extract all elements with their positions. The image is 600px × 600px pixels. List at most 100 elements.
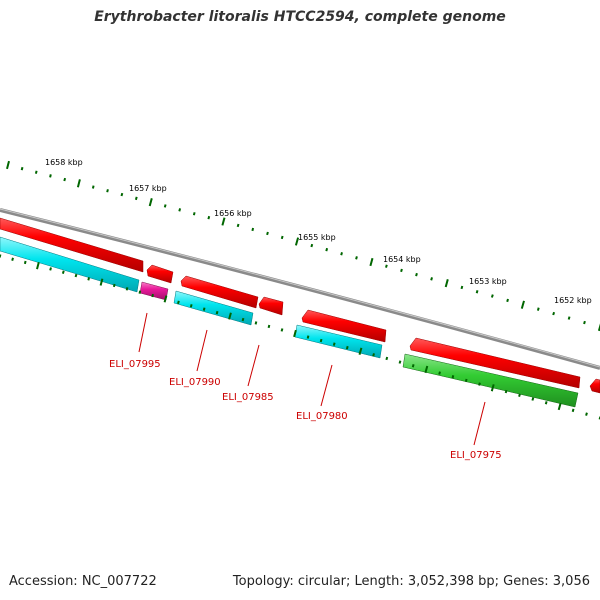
inner-tick — [372, 353, 375, 357]
cds-forward-6 — [409, 337, 581, 389]
scale-label-1656: 1656 kbp — [214, 209, 252, 218]
inner-tick — [518, 393, 521, 397]
scale-tick — [20, 166, 24, 171]
cds-reverse-3 — [173, 290, 254, 326]
genome-summary: Topology: circular; Length: 3,052,398 bp… — [232, 574, 590, 589]
scale-label-1654: 1654 kbp — [383, 255, 421, 264]
cds-forward-4 — [258, 296, 284, 316]
inner-tick — [74, 273, 78, 278]
scale-label-1657: 1657 kbp — [129, 184, 167, 193]
inner-tick — [478, 382, 481, 386]
inner-tick — [424, 365, 429, 374]
inner-tick — [385, 356, 389, 361]
leader-line-eli-07985 — [247, 344, 260, 387]
inner-tick — [163, 295, 168, 303]
inner-tick — [332, 342, 336, 346]
scale-tick — [148, 198, 153, 207]
scale-tick — [251, 227, 255, 232]
inner-tick — [490, 384, 495, 392]
scale-tick — [76, 179, 81, 188]
leader-line-eli-07995 — [138, 312, 148, 353]
inner-tick — [138, 290, 142, 294]
scale-tick — [583, 320, 586, 325]
scale-tick — [63, 177, 67, 182]
scale-tick — [134, 196, 138, 201]
cds-forward-2 — [146, 264, 174, 284]
inner-tick — [319, 338, 323, 343]
scale-tick — [6, 160, 10, 170]
locus-tag-eli-07995[interactable]: ELI_07995 — [109, 359, 161, 370]
scale-tick — [415, 272, 418, 277]
locus-tag-eli-07980[interactable]: ELI_07980 — [296, 411, 348, 422]
scale-tick — [91, 185, 95, 189]
scale-tick — [520, 300, 525, 309]
major-ticks — [6, 160, 600, 332]
cds-reverse-2 — [139, 281, 169, 301]
scale-tick — [106, 189, 109, 193]
inner-tick — [557, 402, 562, 411]
cds-forward-1 — [0, 217, 144, 273]
inner-ticks — [0, 254, 600, 420]
locus-tag-eli-07975[interactable]: ELI_07975 — [450, 450, 502, 461]
inner-tick — [202, 307, 206, 311]
cds-reverse-5 — [402, 353, 579, 408]
inner-tick — [87, 277, 91, 281]
inner-tick — [306, 335, 310, 339]
inner-tick — [23, 260, 27, 265]
scale-tick — [490, 294, 494, 298]
genome-backbone-highlight — [0, 208, 600, 368]
scale-tick — [310, 243, 314, 248]
scale-tick — [355, 256, 358, 260]
inner-tick — [464, 378, 468, 383]
scale-tick — [280, 235, 284, 240]
cds-forward-3 — [180, 275, 259, 309]
inner-tick — [189, 304, 193, 308]
inner-tick — [451, 375, 455, 379]
scale-tick — [49, 174, 52, 178]
scale-tick — [567, 316, 571, 320]
scale-tick — [506, 298, 509, 303]
locus-tag-eli-07990[interactable]: ELI_07990 — [169, 377, 221, 388]
inner-tick — [585, 412, 588, 416]
scale-tick — [460, 285, 464, 290]
scale-tick — [340, 252, 343, 256]
scale-label-1653: 1653 kbp — [469, 277, 507, 286]
inner-tick — [215, 310, 219, 315]
inner-tick — [49, 267, 52, 271]
cds-forward-5 — [301, 309, 387, 343]
scale-tick — [207, 215, 211, 220]
scale-tick — [444, 279, 449, 288]
scale-tick — [120, 192, 124, 197]
inner-tick — [99, 278, 104, 286]
inner-tick — [177, 300, 180, 305]
inner-tick — [345, 345, 349, 350]
inner-tick — [411, 364, 415, 368]
cds-reverse-1 — [0, 236, 140, 293]
scale-tick — [475, 290, 479, 294]
inner-tick — [531, 397, 535, 401]
leader-line-eli-07990 — [196, 329, 208, 372]
scale-tick — [552, 311, 556, 316]
scale-tick — [597, 323, 600, 332]
inner-tick — [358, 347, 363, 355]
inner-tick — [125, 287, 129, 291]
inner-tick — [571, 408, 575, 413]
scale-tick — [536, 307, 540, 311]
inner-tick — [267, 324, 271, 329]
inner-tick — [11, 257, 14, 261]
inner-tick — [112, 283, 116, 288]
inner-tick — [280, 328, 284, 332]
inner-tick — [544, 401, 548, 405]
locus-tag-eli-07985[interactable]: ELI_07985 — [222, 392, 274, 403]
scale-tick — [369, 257, 374, 267]
inner-tick — [293, 329, 297, 338]
inner-tick — [36, 262, 40, 270]
scale-tick — [236, 223, 240, 228]
scale-label-1655: 1655 kbp — [298, 233, 336, 242]
inner-tick — [398, 360, 402, 364]
inner-tick — [61, 270, 65, 274]
scale-label-1652: 1652 kbp — [554, 296, 592, 305]
leader-line-eli-07975 — [473, 401, 486, 446]
